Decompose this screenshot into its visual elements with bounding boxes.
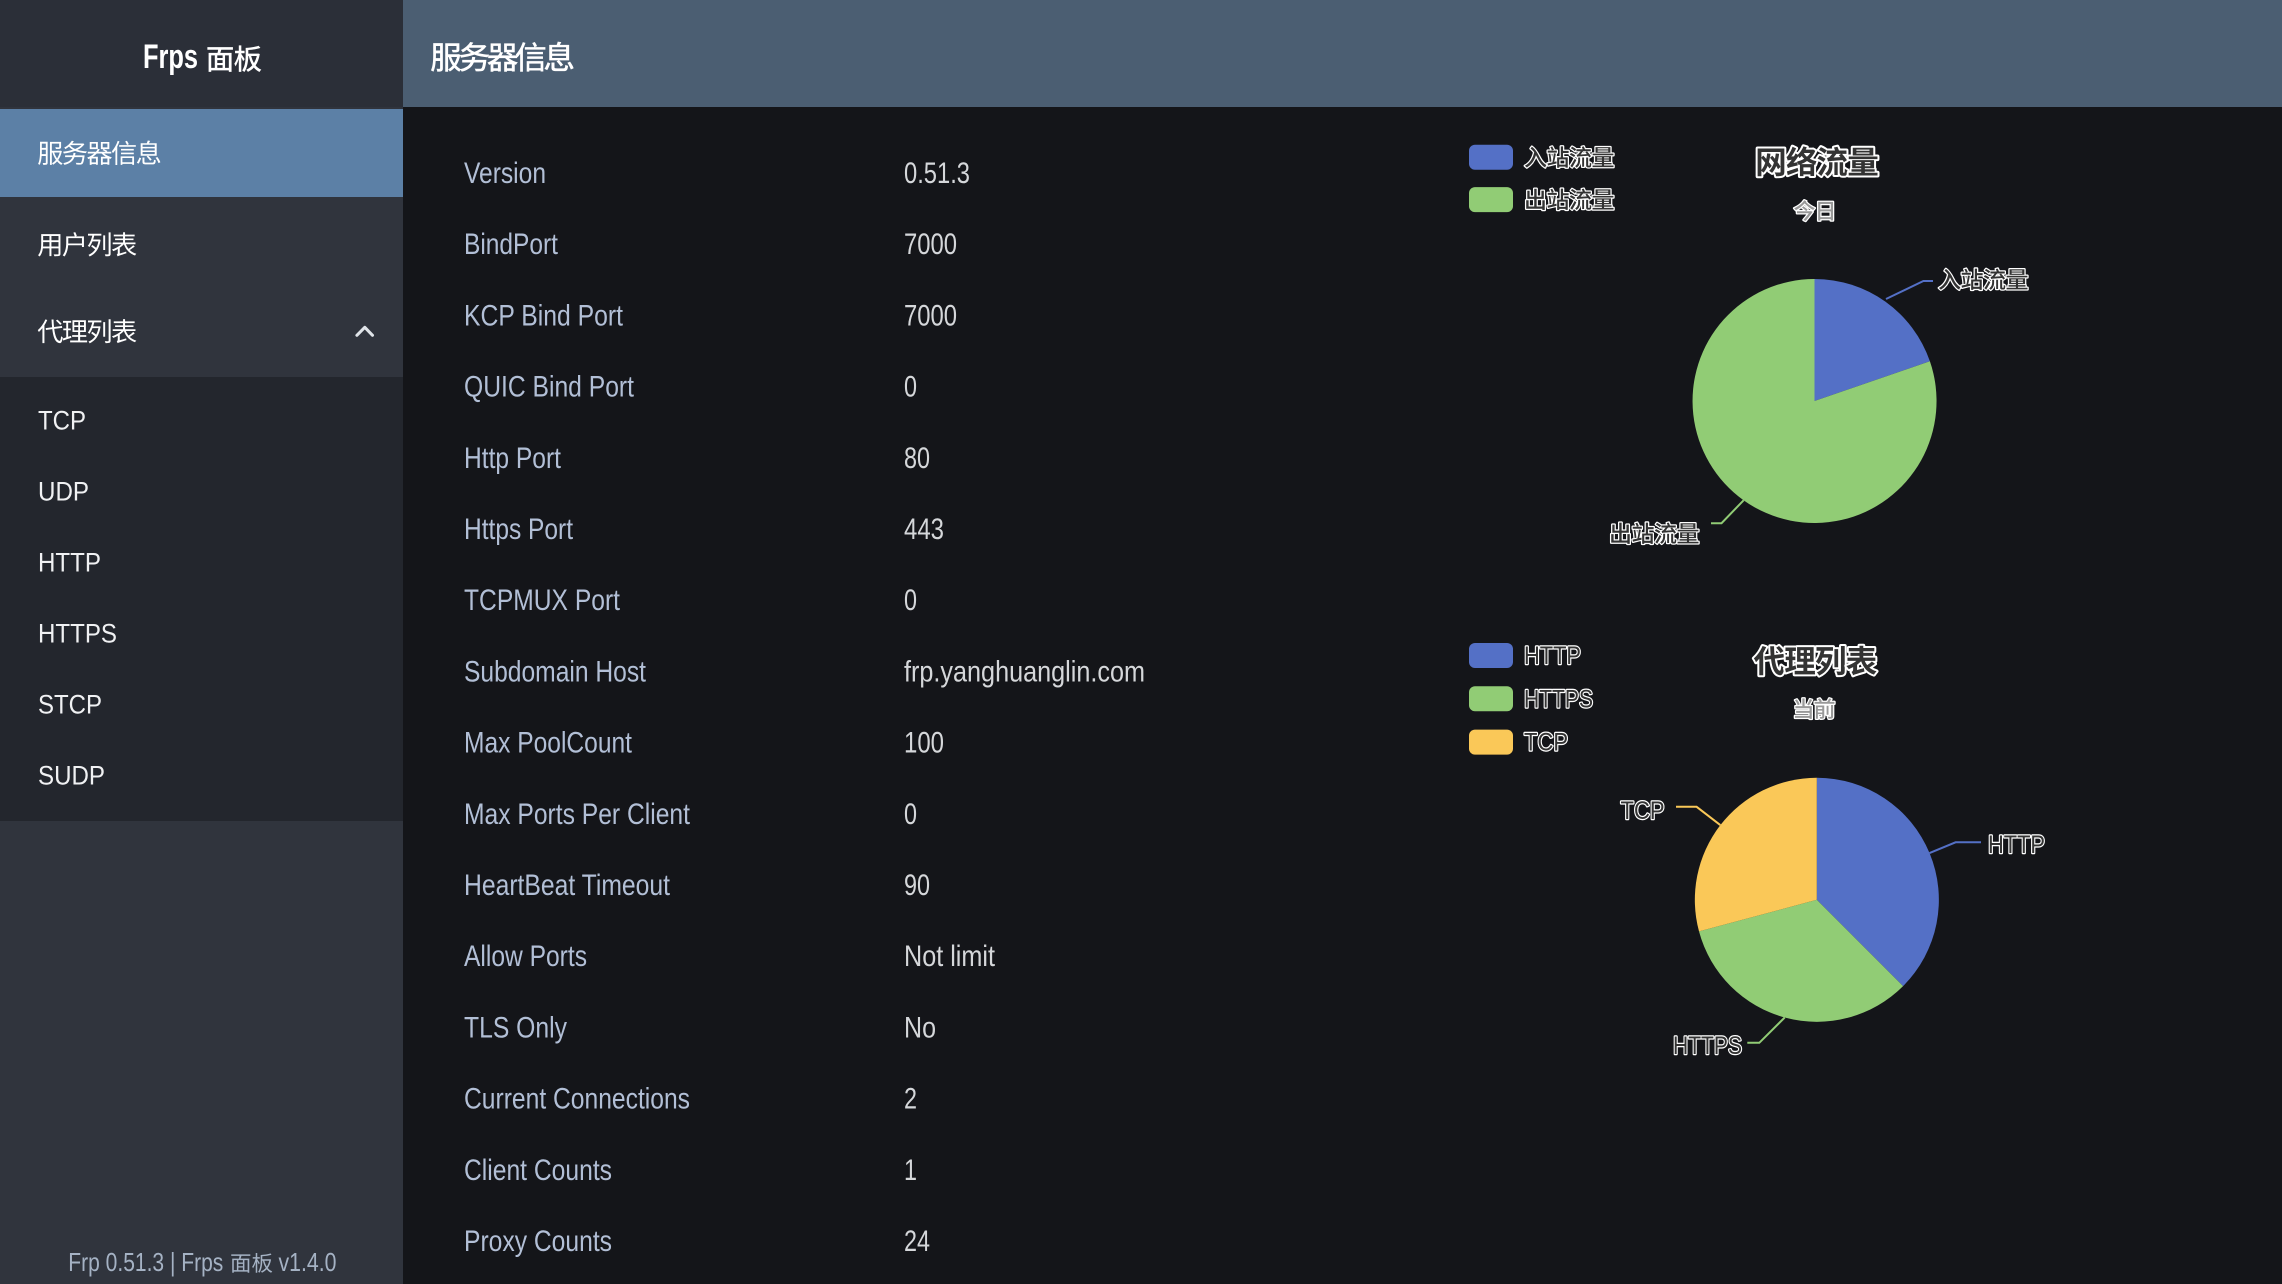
svg-text:HTTPS: HTTPS (1673, 1032, 1742, 1060)
svg-text:Max Ports Per Client: Max Ports Per Client (464, 798, 691, 831)
svg-text:TLS Only: TLS Only (464, 1011, 567, 1044)
svg-text:KCP Bind Port: KCP Bind Port (464, 299, 624, 332)
svg-text:1: 1 (904, 1154, 917, 1187)
svg-text:v1.4.0: v1.4.0 (279, 1247, 337, 1277)
svg-text:HTTPS: HTTPS (38, 619, 117, 649)
svg-text:0: 0 (904, 371, 917, 404)
svg-text:Subdomain Host: Subdomain Host (464, 655, 647, 688)
svg-text:HTTP: HTTP (1988, 831, 2045, 859)
svg-text:HTTP: HTTP (1524, 642, 1581, 670)
svg-text:443: 443 (904, 513, 944, 546)
svg-text:TCP: TCP (1621, 797, 1665, 825)
svg-text:Client Counts: Client Counts (464, 1154, 612, 1187)
svg-text:Frp 0.51.3 | Frps: Frp 0.51.3 | Frps (68, 1247, 223, 1277)
svg-text:HeartBeat Timeout: HeartBeat Timeout (464, 869, 671, 902)
svg-text:TCP: TCP (38, 406, 86, 436)
svg-text:QUIC Bind Port: QUIC Bind Port (464, 371, 635, 404)
svg-text:frp.yanghuanglin.com: frp.yanghuanglin.com (904, 655, 1145, 688)
svg-text:HTTP: HTTP (38, 548, 101, 578)
svg-text:24: 24 (904, 1225, 930, 1258)
svg-text:Http Port: Http Port (464, 442, 562, 475)
svg-text:2: 2 (904, 1083, 917, 1116)
svg-text:7000: 7000 (904, 228, 957, 261)
svg-text:Version: Version (464, 157, 546, 190)
svg-text:BindPort: BindPort (464, 228, 559, 261)
svg-text:0: 0 (904, 798, 917, 831)
svg-text:Not limit: Not limit (904, 940, 996, 973)
svg-text:Https Port: Https Port (464, 513, 574, 546)
svg-text:0: 0 (904, 584, 917, 617)
svg-text:UDP: UDP (38, 477, 89, 507)
svg-text:TCP: TCP (1524, 729, 1568, 757)
svg-text:Allow Ports: Allow Ports (464, 940, 587, 973)
svg-text:80: 80 (904, 442, 930, 475)
svg-text:Frps: Frps (143, 38, 198, 76)
svg-text:7000: 7000 (904, 299, 957, 332)
svg-text:Current Connections: Current Connections (464, 1083, 690, 1116)
svg-text:No: No (904, 1011, 936, 1044)
svg-text:SUDP: SUDP (38, 761, 105, 791)
svg-text:90: 90 (904, 869, 930, 902)
svg-text:TCPMUX Port: TCPMUX Port (464, 584, 621, 617)
svg-text:100: 100 (904, 727, 944, 760)
svg-text:0.51.3: 0.51.3 (904, 157, 970, 190)
svg-text:Max PoolCount: Max PoolCount (464, 727, 633, 760)
svg-text:Proxy Counts: Proxy Counts (464, 1225, 612, 1258)
svg-text:HTTPS: HTTPS (1524, 685, 1593, 713)
svg-text:STCP: STCP (38, 690, 102, 720)
